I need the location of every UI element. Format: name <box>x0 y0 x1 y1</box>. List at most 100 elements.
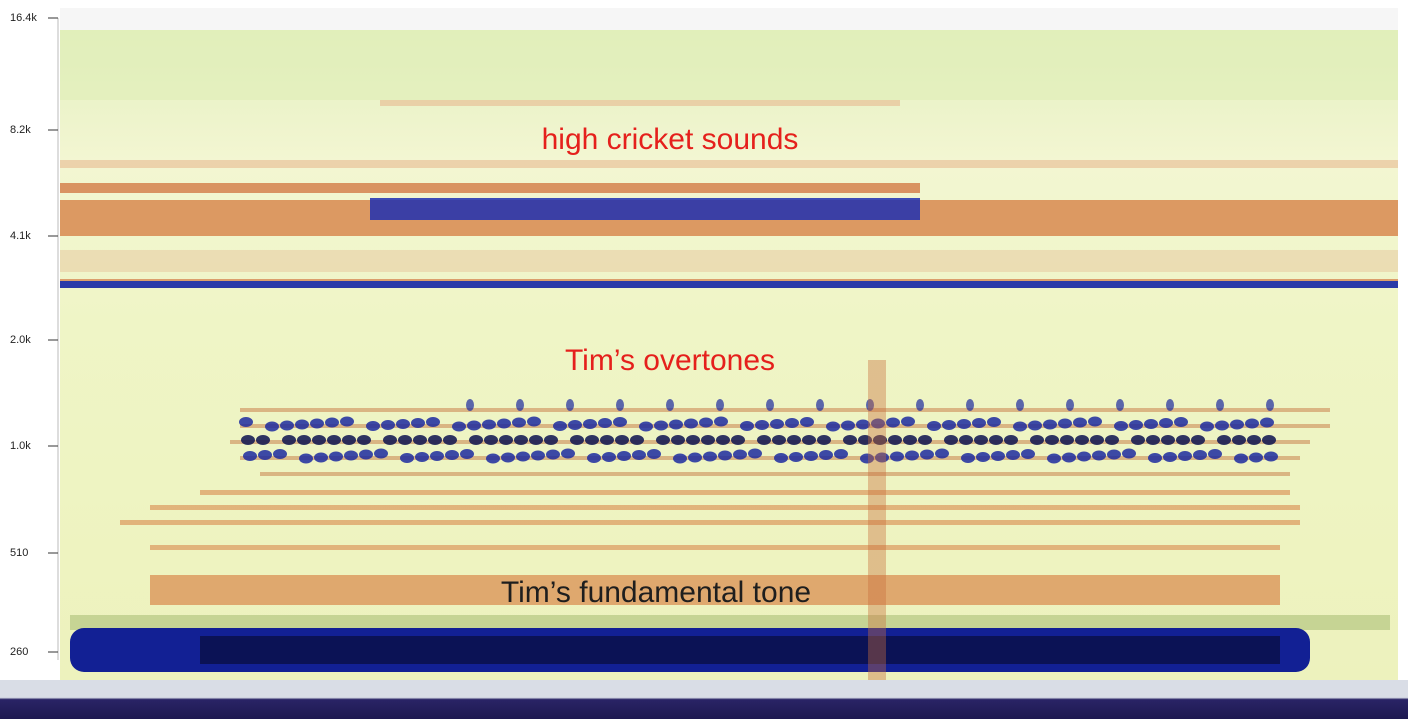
overtone-dot <box>499 435 513 445</box>
overtone-dot <box>243 451 257 461</box>
overtone-dot <box>1006 450 1020 460</box>
overtone-dot <box>1131 435 1145 445</box>
overtone-dot <box>598 418 612 428</box>
overtone-dot <box>482 420 496 430</box>
overtone-dot <box>1176 435 1190 445</box>
overtone-dot <box>843 435 857 445</box>
overtone-dot <box>615 435 629 445</box>
overtone-dot <box>789 452 803 462</box>
overtone-dot <box>1161 435 1175 445</box>
overtone-dot <box>961 453 975 463</box>
overtone-dot <box>757 435 771 445</box>
overtone-dot <box>570 435 584 445</box>
y-tick-label: 8.2k <box>10 124 31 136</box>
overtone-dot <box>1004 435 1018 445</box>
overtone-peak <box>1116 399 1124 411</box>
overtone-peak <box>1066 399 1074 411</box>
overtone-dot <box>755 420 769 430</box>
overtone-dot <box>918 435 932 445</box>
harmonic-line <box>200 490 1290 495</box>
overtone-dot <box>927 421 941 431</box>
overtone-dot <box>613 417 627 427</box>
overtone-dot <box>942 420 956 430</box>
overtone-dot <box>282 435 296 445</box>
overtone-peak <box>916 399 924 411</box>
overtone-dot <box>1021 449 1035 459</box>
overtone-dot <box>1060 435 1074 445</box>
overtone-dot <box>785 418 799 428</box>
overtone-dot <box>774 453 788 463</box>
overtone-dot <box>430 451 444 461</box>
overtone-dot <box>1030 435 1044 445</box>
overtone-dot <box>886 418 900 428</box>
overtone-dot <box>1174 417 1188 427</box>
harmonic-line <box>120 520 1300 525</box>
overtone-peak <box>1166 399 1174 411</box>
overtone-dot <box>411 418 425 428</box>
overtone-dot <box>342 435 356 445</box>
overtone-dot <box>888 435 902 445</box>
high-band <box>60 30 1398 100</box>
overtone-dot <box>703 452 717 462</box>
vertical-noise <box>868 360 886 680</box>
overtone-dot <box>329 452 343 462</box>
y-tick-label: 260 <box>10 646 28 658</box>
overtone-dot <box>673 454 687 464</box>
overtone-dot <box>632 450 646 460</box>
overtone-dot <box>974 435 988 445</box>
overtone-dot <box>1013 422 1027 432</box>
overtone-dot <box>527 417 541 427</box>
overtone-dot <box>1075 435 1089 445</box>
overtone-dot <box>398 435 412 445</box>
overtone-dot <box>856 420 870 430</box>
overtone-dot <box>374 449 388 459</box>
overtone-dot <box>1234 454 1248 464</box>
overtone-dot <box>1045 435 1059 445</box>
overtone-peak <box>1016 399 1024 411</box>
y-tick-label: 1.0k <box>10 440 31 452</box>
overtone-dot <box>299 454 313 464</box>
overtone-dot <box>901 417 915 427</box>
overtone-dot <box>312 435 326 445</box>
overtone-dot <box>561 449 575 459</box>
overtone-dot <box>1163 452 1177 462</box>
overtone-dot <box>273 449 287 459</box>
overtone-dot <box>800 417 814 427</box>
overtone-dot <box>817 435 831 445</box>
overtone-dot <box>452 422 466 432</box>
overtone-dot <box>701 435 715 445</box>
overtone-dot <box>1114 421 1128 431</box>
overtone-dot <box>718 451 732 461</box>
overtone-dot <box>325 418 339 428</box>
overtone-dot <box>740 421 754 431</box>
overtone-dot <box>733 450 747 460</box>
overtone-dot <box>819 450 833 460</box>
overtone-dot <box>1200 422 1214 432</box>
overtone-dot <box>989 435 1003 445</box>
overtone-dot <box>1028 421 1042 431</box>
overtone-dot <box>617 451 631 461</box>
top-strip <box>60 8 1398 32</box>
overtone-dot <box>445 450 459 460</box>
overtone-dot <box>686 435 700 445</box>
overtone-peak <box>516 399 524 411</box>
overtone-dot <box>957 419 971 429</box>
overtone-dot <box>344 451 358 461</box>
overtone-dot <box>714 417 728 427</box>
overtone-dot <box>469 435 483 445</box>
overtone-dot <box>1058 419 1072 429</box>
overtone-dot <box>748 449 762 459</box>
faint-band <box>380 100 900 106</box>
overtone-dot <box>1245 419 1259 429</box>
overtone-dot <box>1105 435 1119 445</box>
overtone-dot <box>804 451 818 461</box>
overtone-dot <box>357 435 371 445</box>
overtone-dot <box>654 421 668 431</box>
overtone-dot <box>241 435 255 445</box>
fundamental-green <box>70 615 1390 630</box>
overtone-dot <box>1148 453 1162 463</box>
spectrogram-view: 16.4k8.2k4.1k2.0k1.0k510260 high cricket… <box>0 0 1408 719</box>
overtone-dot <box>684 419 698 429</box>
overtone-dot <box>1217 435 1231 445</box>
overtone-dot <box>688 453 702 463</box>
